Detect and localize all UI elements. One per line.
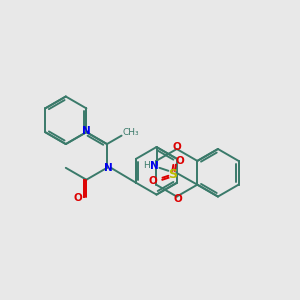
Text: CH₃: CH₃ xyxy=(122,128,139,137)
Text: O: O xyxy=(176,156,185,166)
Text: N: N xyxy=(150,161,159,171)
Text: O: O xyxy=(172,142,181,152)
Text: O: O xyxy=(73,193,82,202)
Text: N: N xyxy=(82,126,91,136)
Text: H: H xyxy=(143,161,150,170)
Text: O: O xyxy=(173,194,182,203)
Text: N: N xyxy=(103,163,112,173)
Text: O: O xyxy=(148,176,157,186)
Text: S: S xyxy=(168,168,177,181)
